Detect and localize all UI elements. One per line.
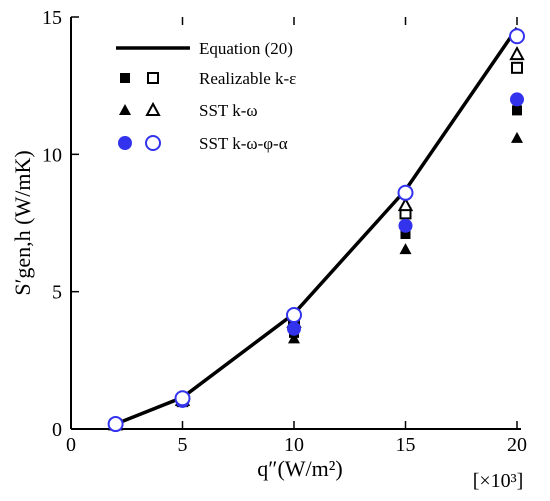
x-tick-label: 0 [66,434,76,456]
triangle-filled-marker [399,243,412,255]
square-open-marker [511,61,523,74]
triangle-filled-marker [511,131,523,143]
circle-open-marker [286,307,302,324]
legend-label: Realizable k-ε [199,69,296,88]
series-layer [107,26,525,433]
legend-triangle-filled-marker [119,104,131,115]
plot-area [70,17,521,430]
equation-20-line [114,26,519,426]
legend: Equation (20) Realizable k-ε SST k-ω SST k-… [116,39,296,153]
circle-open-marker [509,28,525,45]
circle-filled-marker [510,92,524,107]
x-tick-label: 5 [178,434,188,456]
x-axis-multiplier: [×10³] [473,470,524,492]
circle-open-marker [174,390,191,407]
y-axis-ticks: 0 5 10 15 [42,7,79,441]
triangle-open-marker [509,45,525,61]
y-tick-label: 0 [52,419,62,441]
y-axis-title: S′gen,h (W/mK) [10,150,35,295]
legend-label: Equation (20) [199,39,293,58]
triangle-filled-marker [288,332,300,344]
x-axis-ticks: 0 5 10 15 20 [66,17,527,456]
x-tick-label: 10 [284,434,304,456]
legend-circle-filled-marker [118,136,132,150]
legend-label: SST k-ω [199,101,258,120]
circle-open-marker [397,184,414,201]
x-axis-title: q″(W/m²) [257,456,342,481]
legend-square-open-marker [147,72,159,84]
circle-open-marker [107,416,124,433]
x-tick-label: 15 [396,434,416,456]
triangle-open-marker [397,197,414,212]
y-tick-label: 5 [52,282,62,304]
legend-circle-open-marker [145,135,161,151]
legend-triangle-open-marker [145,101,161,116]
legend-square-filled-marker [120,73,130,83]
square-filled-marker [400,228,411,239]
y-tick-label: 10 [42,144,62,166]
square-filled-marker [512,105,522,116]
legend-label: SST k-ω-φ-α [199,134,288,153]
y-tick-label: 15 [42,7,62,29]
circle-filled-marker [398,218,413,233]
x-tick-label: 20 [507,434,527,456]
circle-filled-marker [287,321,301,336]
